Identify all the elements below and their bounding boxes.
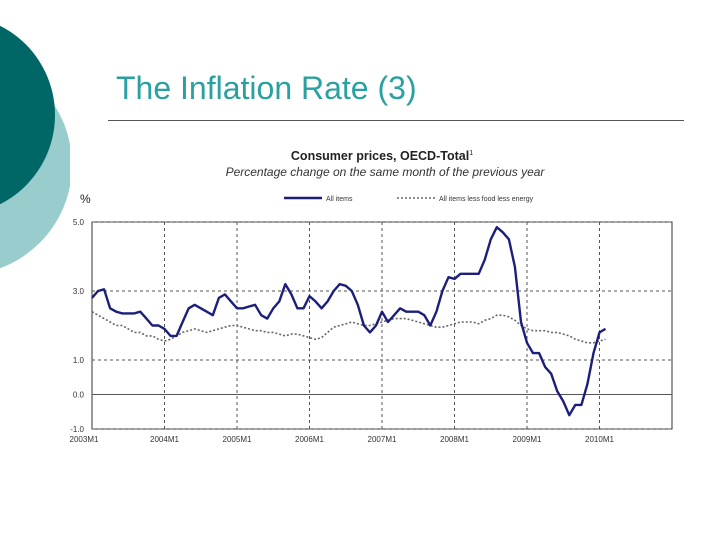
y-tick-label: 3.0 [73, 287, 85, 296]
chart-title-superscript: 1 [469, 150, 473, 157]
x-tick-label: 2008M1 [440, 435, 469, 444]
x-tick-label: 2003M1 [70, 435, 99, 444]
series-line-all-items [91, 226, 607, 417]
slide-title: The Inflation Rate (3) [116, 70, 417, 106]
legend-label-core: All items less food less energy [439, 196, 534, 203]
chart-title: Consumer prices, OECD-Total1 [291, 149, 473, 163]
title-divider [108, 120, 684, 121]
dark-circle [0, 25, 55, 205]
y-tick-label: -1.0 [70, 425, 84, 434]
chart-title-text: Consumer prices, OECD-Total [291, 149, 469, 163]
series-line-core [91, 311, 606, 344]
x-tick-label: 2010M1 [585, 435, 614, 444]
y-tick-label: 0.0 [73, 391, 85, 400]
x-tick-label: 2009M1 [513, 435, 542, 444]
x-tick-labels: 2003M1 2004M1 2005M1 2006M1 2007M1 2008M1 2009… [70, 435, 615, 444]
y-tick-label: 1.0 [73, 356, 85, 365]
x-tick-label: 2004M1 [150, 435, 179, 444]
y-axis-unit: % [80, 192, 91, 206]
x-tick-label: 2005M1 [223, 435, 252, 444]
y-tick-labels: 5.0 3.0 1.0 0.0 -1.0 [70, 218, 84, 434]
decorative-circles [0, 25, 70, 269]
x-tick-label: 2007M1 [368, 435, 397, 444]
chart-subtitle: Percentage change on the same month of t… [226, 165, 546, 179]
legend-label-all-items: All items [326, 196, 353, 203]
x-tick-label: 2006M1 [295, 435, 324, 444]
y-tick-label: 5.0 [73, 218, 85, 227]
